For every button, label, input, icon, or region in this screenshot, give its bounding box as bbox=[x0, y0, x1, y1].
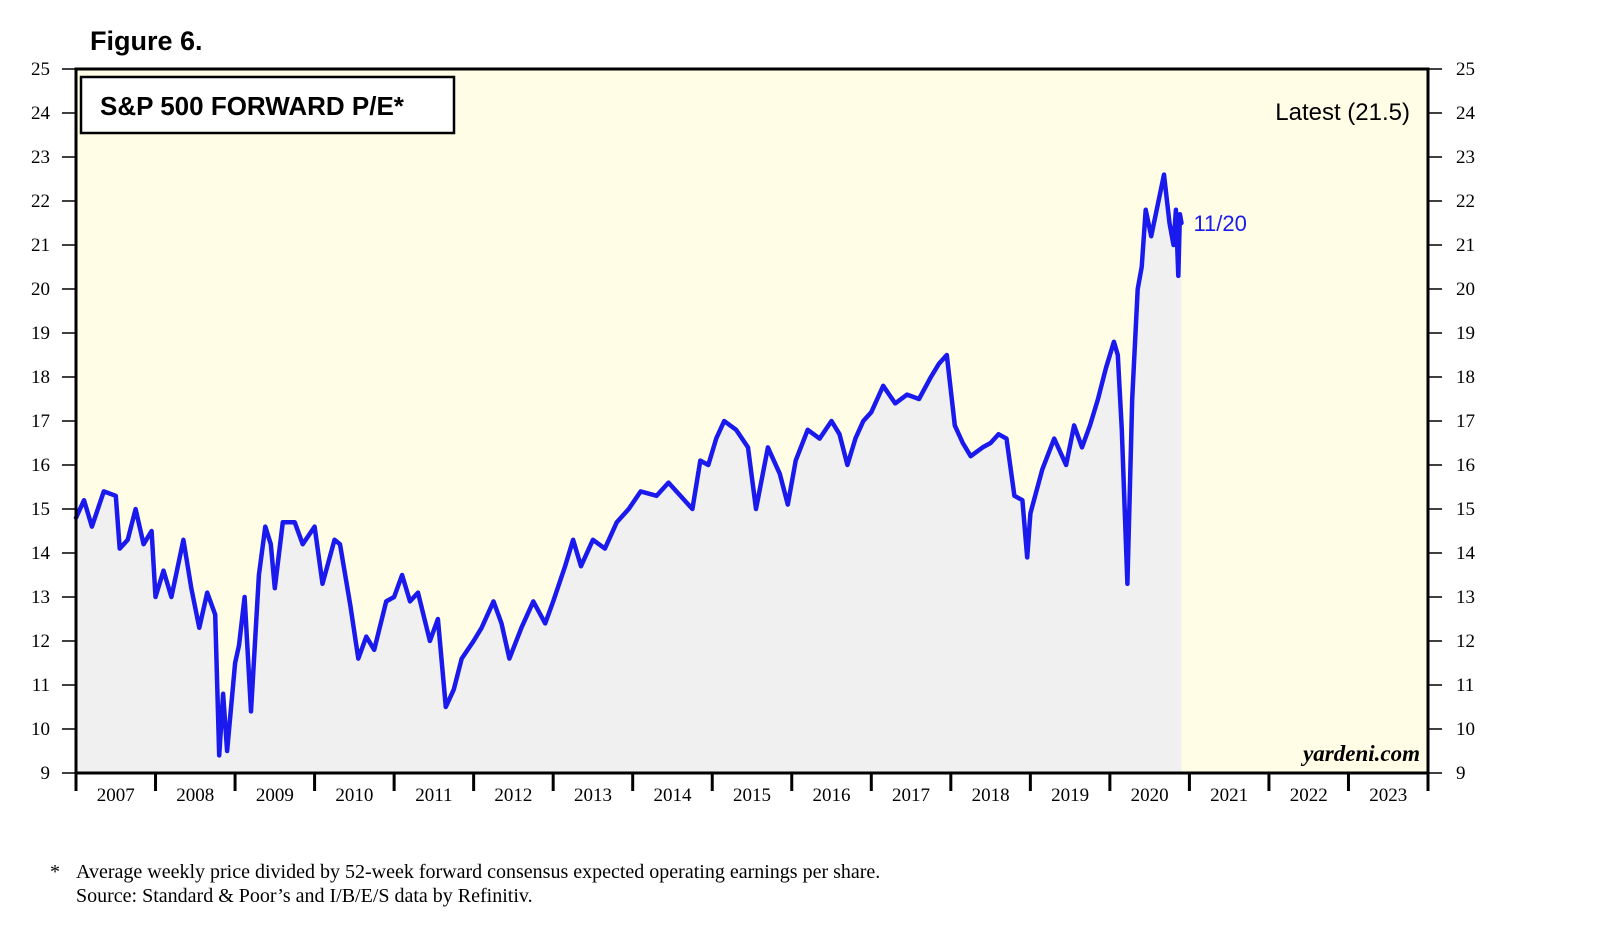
y-tick-label-right: 9 bbox=[1456, 763, 1466, 784]
y-tick-label-right: 17 bbox=[1456, 411, 1475, 432]
x-tick-label: 2010 bbox=[335, 785, 373, 806]
y-tick-label-right: 23 bbox=[1456, 147, 1475, 168]
y-tick-label-left: 11 bbox=[32, 675, 50, 696]
x-tick-label: 2007 bbox=[97, 785, 135, 806]
y-tick-label-left: 25 bbox=[31, 59, 50, 80]
last-point-label: 11/20 bbox=[1193, 211, 1246, 236]
x-tick-label: 2021 bbox=[1210, 785, 1248, 806]
x-tick-label: 2017 bbox=[892, 785, 930, 806]
x-tick-label: 2013 bbox=[574, 785, 612, 806]
y-tick-label-left: 16 bbox=[31, 455, 50, 476]
footnote-line-1: * Average weekly price divided by 52-week… bbox=[50, 860, 880, 884]
y-tick-label-left: 20 bbox=[31, 279, 50, 300]
y-tick-label-right: 10 bbox=[1456, 719, 1475, 740]
latest-label: Latest (21.5) bbox=[1275, 99, 1410, 126]
y-axis-right: 9 10 11 12 13 14 15 16 17 18 19 20 21 22 23 24 25 bbox=[1428, 59, 1476, 784]
x-tick-label: 2014 bbox=[653, 785, 692, 806]
x-tick-label: 2020 bbox=[1131, 785, 1169, 806]
y-tick-label-right: 16 bbox=[1456, 455, 1475, 476]
y-axis-left: 9 10 11 12 13 14 15 16 17 18 19 20 21 22 23 24 25 bbox=[31, 59, 76, 784]
y-tick-label-right: 21 bbox=[1456, 235, 1475, 256]
y-tick-label-left: 19 bbox=[31, 323, 50, 344]
watermark: yardeni.com bbox=[1300, 741, 1420, 766]
x-tick-label: 2015 bbox=[733, 785, 771, 806]
y-tick-label-left: 22 bbox=[31, 191, 50, 212]
footnote-text: Average weekly price divided by 52-week … bbox=[76, 861, 881, 883]
y-tick-label-right: 14 bbox=[1456, 543, 1476, 564]
footnote: * Average weekly price divided by 52-week… bbox=[50, 860, 880, 908]
x-axis: 2007 2008 2009 2010 2011 2012 2013 2014 2015 2016… bbox=[74, 773, 1430, 806]
x-tick-label: 2023 bbox=[1369, 785, 1407, 806]
y-tick-label-left: 13 bbox=[31, 587, 50, 608]
x-tick-label: 2018 bbox=[972, 785, 1010, 806]
footnote-source: Source: Standard & Poor’s and I/B/E/S da… bbox=[76, 885, 533, 907]
y-tick-label-left: 23 bbox=[31, 147, 50, 168]
x-tick-label: 2019 bbox=[1051, 785, 1089, 806]
y-tick-label-left: 17 bbox=[31, 411, 50, 432]
x-tick-label: 2022 bbox=[1290, 785, 1328, 806]
x-tick-label: 2016 bbox=[813, 785, 851, 806]
y-tick-label-left: 14 bbox=[31, 543, 51, 564]
y-tick-label-right: 13 bbox=[1456, 587, 1475, 608]
x-tick-label: 2011 bbox=[415, 785, 452, 806]
x-tick-label: 2008 bbox=[176, 785, 214, 806]
y-tick-label-right: 24 bbox=[1456, 103, 1476, 124]
y-tick-label-right: 12 bbox=[1456, 631, 1475, 652]
y-tick-label-left: 21 bbox=[31, 235, 50, 256]
series-line bbox=[73, 172, 1184, 758]
y-tick-label-left: 10 bbox=[31, 719, 50, 740]
y-tick-label-left: 18 bbox=[31, 367, 50, 388]
x-tick-label: 2012 bbox=[494, 785, 532, 806]
y-tick-label-right: 15 bbox=[1456, 499, 1475, 520]
y-tick-label-left: 15 bbox=[31, 499, 50, 520]
y-tick-label-right: 18 bbox=[1456, 367, 1475, 388]
x-tick-label: 2009 bbox=[256, 785, 294, 806]
y-tick-label-left: 24 bbox=[31, 103, 51, 124]
footnote-marker: * bbox=[50, 861, 60, 883]
title-box bbox=[79, 75, 456, 135]
y-tick-label-right: 20 bbox=[1456, 279, 1475, 300]
y-tick-label-left: 12 bbox=[31, 631, 50, 652]
chart-title: S&P 500 FORWARD P/E* bbox=[100, 91, 405, 121]
y-tick-label-left: 9 bbox=[41, 763, 51, 784]
figure-label: Figure 6. bbox=[90, 26, 203, 56]
y-tick-label-right: 19 bbox=[1456, 323, 1475, 344]
y-tick-label-right: 11 bbox=[1456, 675, 1474, 696]
y-tick-label-right: 25 bbox=[1456, 59, 1475, 80]
y-tick-label-right: 22 bbox=[1456, 191, 1475, 212]
